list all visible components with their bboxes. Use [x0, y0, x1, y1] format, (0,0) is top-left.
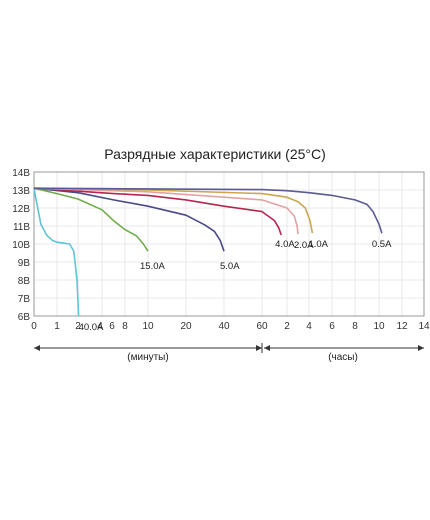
series-label-40.0A: 40.0A: [79, 322, 104, 333]
y-tick-label: 7В: [18, 294, 31, 305]
y-tick-label: 6В: [18, 312, 31, 323]
series-label-15.0A: 15.0A: [140, 261, 165, 272]
y-tick-label: 13В: [12, 186, 30, 197]
x-tick-label-hours: 2: [284, 321, 290, 332]
series-line-2.0A: [33, 187, 299, 235]
x-tick-label-hours: 12: [396, 321, 408, 332]
grid: [33, 171, 425, 317]
x-tick-label-minutes: 60: [256, 321, 268, 332]
hours-span-arrow-left: [264, 345, 270, 351]
y-tick-label: 9В: [18, 258, 31, 269]
series-label-2.0A: 2.0A: [294, 240, 314, 251]
series-label-0.5A: 0.5A: [372, 239, 392, 250]
hours-span-arrow-right: [418, 345, 424, 351]
x-tick-label-hours: 14: [418, 321, 430, 332]
series-line-5.0A: [33, 187, 225, 252]
minutes-span-arrow-right: [256, 345, 262, 351]
y-tick-label: 10В: [12, 240, 30, 251]
x-tick-label-minutes: 8: [122, 321, 128, 332]
minutes-unit-label: (минуты): [127, 352, 168, 363]
series-line-15.0A: [33, 187, 149, 252]
x-tick-label-minutes: 10: [142, 321, 154, 332]
series-group: [33, 187, 383, 317]
x-tick-label-minutes: 0: [31, 321, 37, 332]
y-tick-label: 8В: [18, 276, 31, 287]
axes: [33, 171, 425, 317]
x-tick-label-minutes: 1: [54, 321, 60, 332]
y-tick-label: 11В: [13, 222, 30, 233]
x-tick-label-hours: 10: [373, 321, 385, 332]
chart-title: Разрядные характеристики (25°C): [104, 146, 326, 162]
series-labels: 40.0A 15.0A 5.0A 4.0A 2.0A1.0A 0.5A: [79, 239, 392, 333]
x-tick-label-hours: 6: [329, 321, 335, 332]
y-tick-label: 14В: [12, 168, 30, 179]
series-line-4.0A: [33, 187, 282, 236]
x-tick-label-hours: 4: [306, 321, 312, 332]
plot-frame: [33, 171, 425, 317]
x-tick-label-minutes: 40: [218, 321, 230, 332]
minutes-span-arrow-left: [34, 345, 40, 351]
x-tick-label-minutes: 20: [180, 321, 192, 332]
x-tick-label-hours: 8: [352, 321, 358, 332]
x-tick-label-minutes: 6: [109, 321, 115, 332]
x-tick-label-minutes: 2: [75, 321, 81, 332]
series-label-5.0A: 5.0A: [220, 261, 240, 272]
series-label-4.0A: 4.0A: [275, 239, 295, 250]
series-line-1.0A: [33, 187, 314, 234]
series-line-0.5A: [33, 187, 383, 234]
y-tick-label: 12В: [12, 204, 30, 215]
hours-unit-label: (часы): [328, 352, 358, 363]
series-label-1.0A: 1.0A: [308, 239, 328, 250]
x-tick-label-minutes: 4: [97, 321, 103, 332]
series-line-40.0A: [33, 188, 80, 317]
unit-axes: (минуты) (часы): [34, 343, 424, 363]
